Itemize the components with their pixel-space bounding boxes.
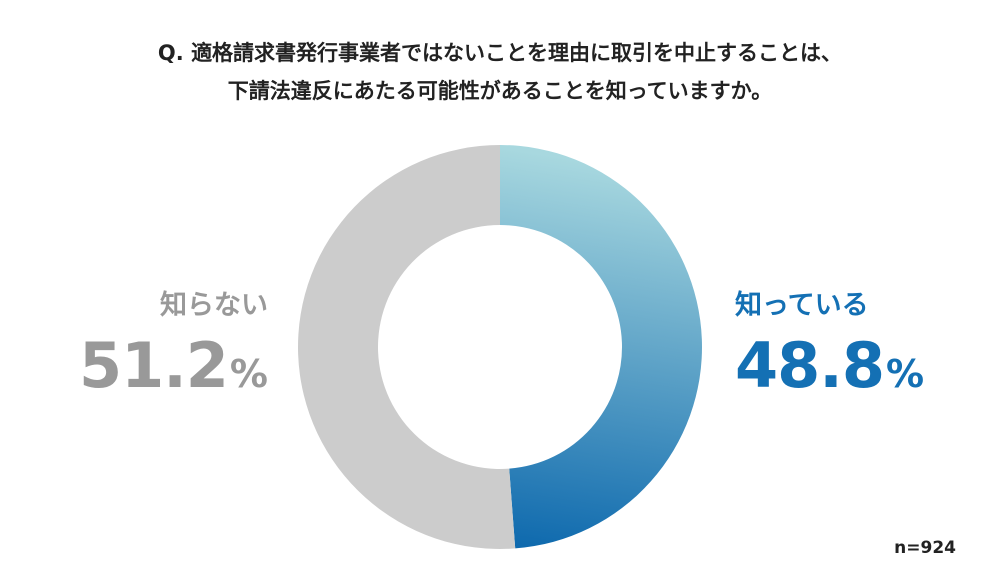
not-know-unit: % (229, 352, 268, 396)
slices-group (297, 145, 702, 550)
slice-not-know (297, 145, 516, 550)
label-not-know: 知らない (160, 283, 268, 322)
know-value: 48.8 (735, 329, 885, 402)
question-line-1: Q. 適格請求書発行事業者ではないことを理由に取引を中止することは、 (157, 41, 843, 65)
know-unit: % (885, 352, 925, 396)
label-not-know-value: 51.2% (79, 335, 268, 397)
not-know-value: 51.2 (78, 329, 229, 402)
know-category-label: 知っている (735, 290, 869, 321)
label-know-value: 48.8% (735, 335, 924, 397)
not-know-category-label: 知らない (160, 290, 268, 321)
not-know-percent: 51.2% (79, 335, 268, 397)
slice-know (500, 145, 702, 549)
question-line-2: 下請法違反にあたる可能性があることを知っていますか。 (227, 79, 773, 103)
sample-size-note: n=924 (894, 538, 956, 558)
question-title: Q. 適格請求書発行事業者ではないことを理由に取引を中止することは、 下請法違反… (0, 34, 1000, 110)
know-percent: 48.8% (735, 335, 924, 397)
label-know: 知っている (735, 283, 869, 322)
